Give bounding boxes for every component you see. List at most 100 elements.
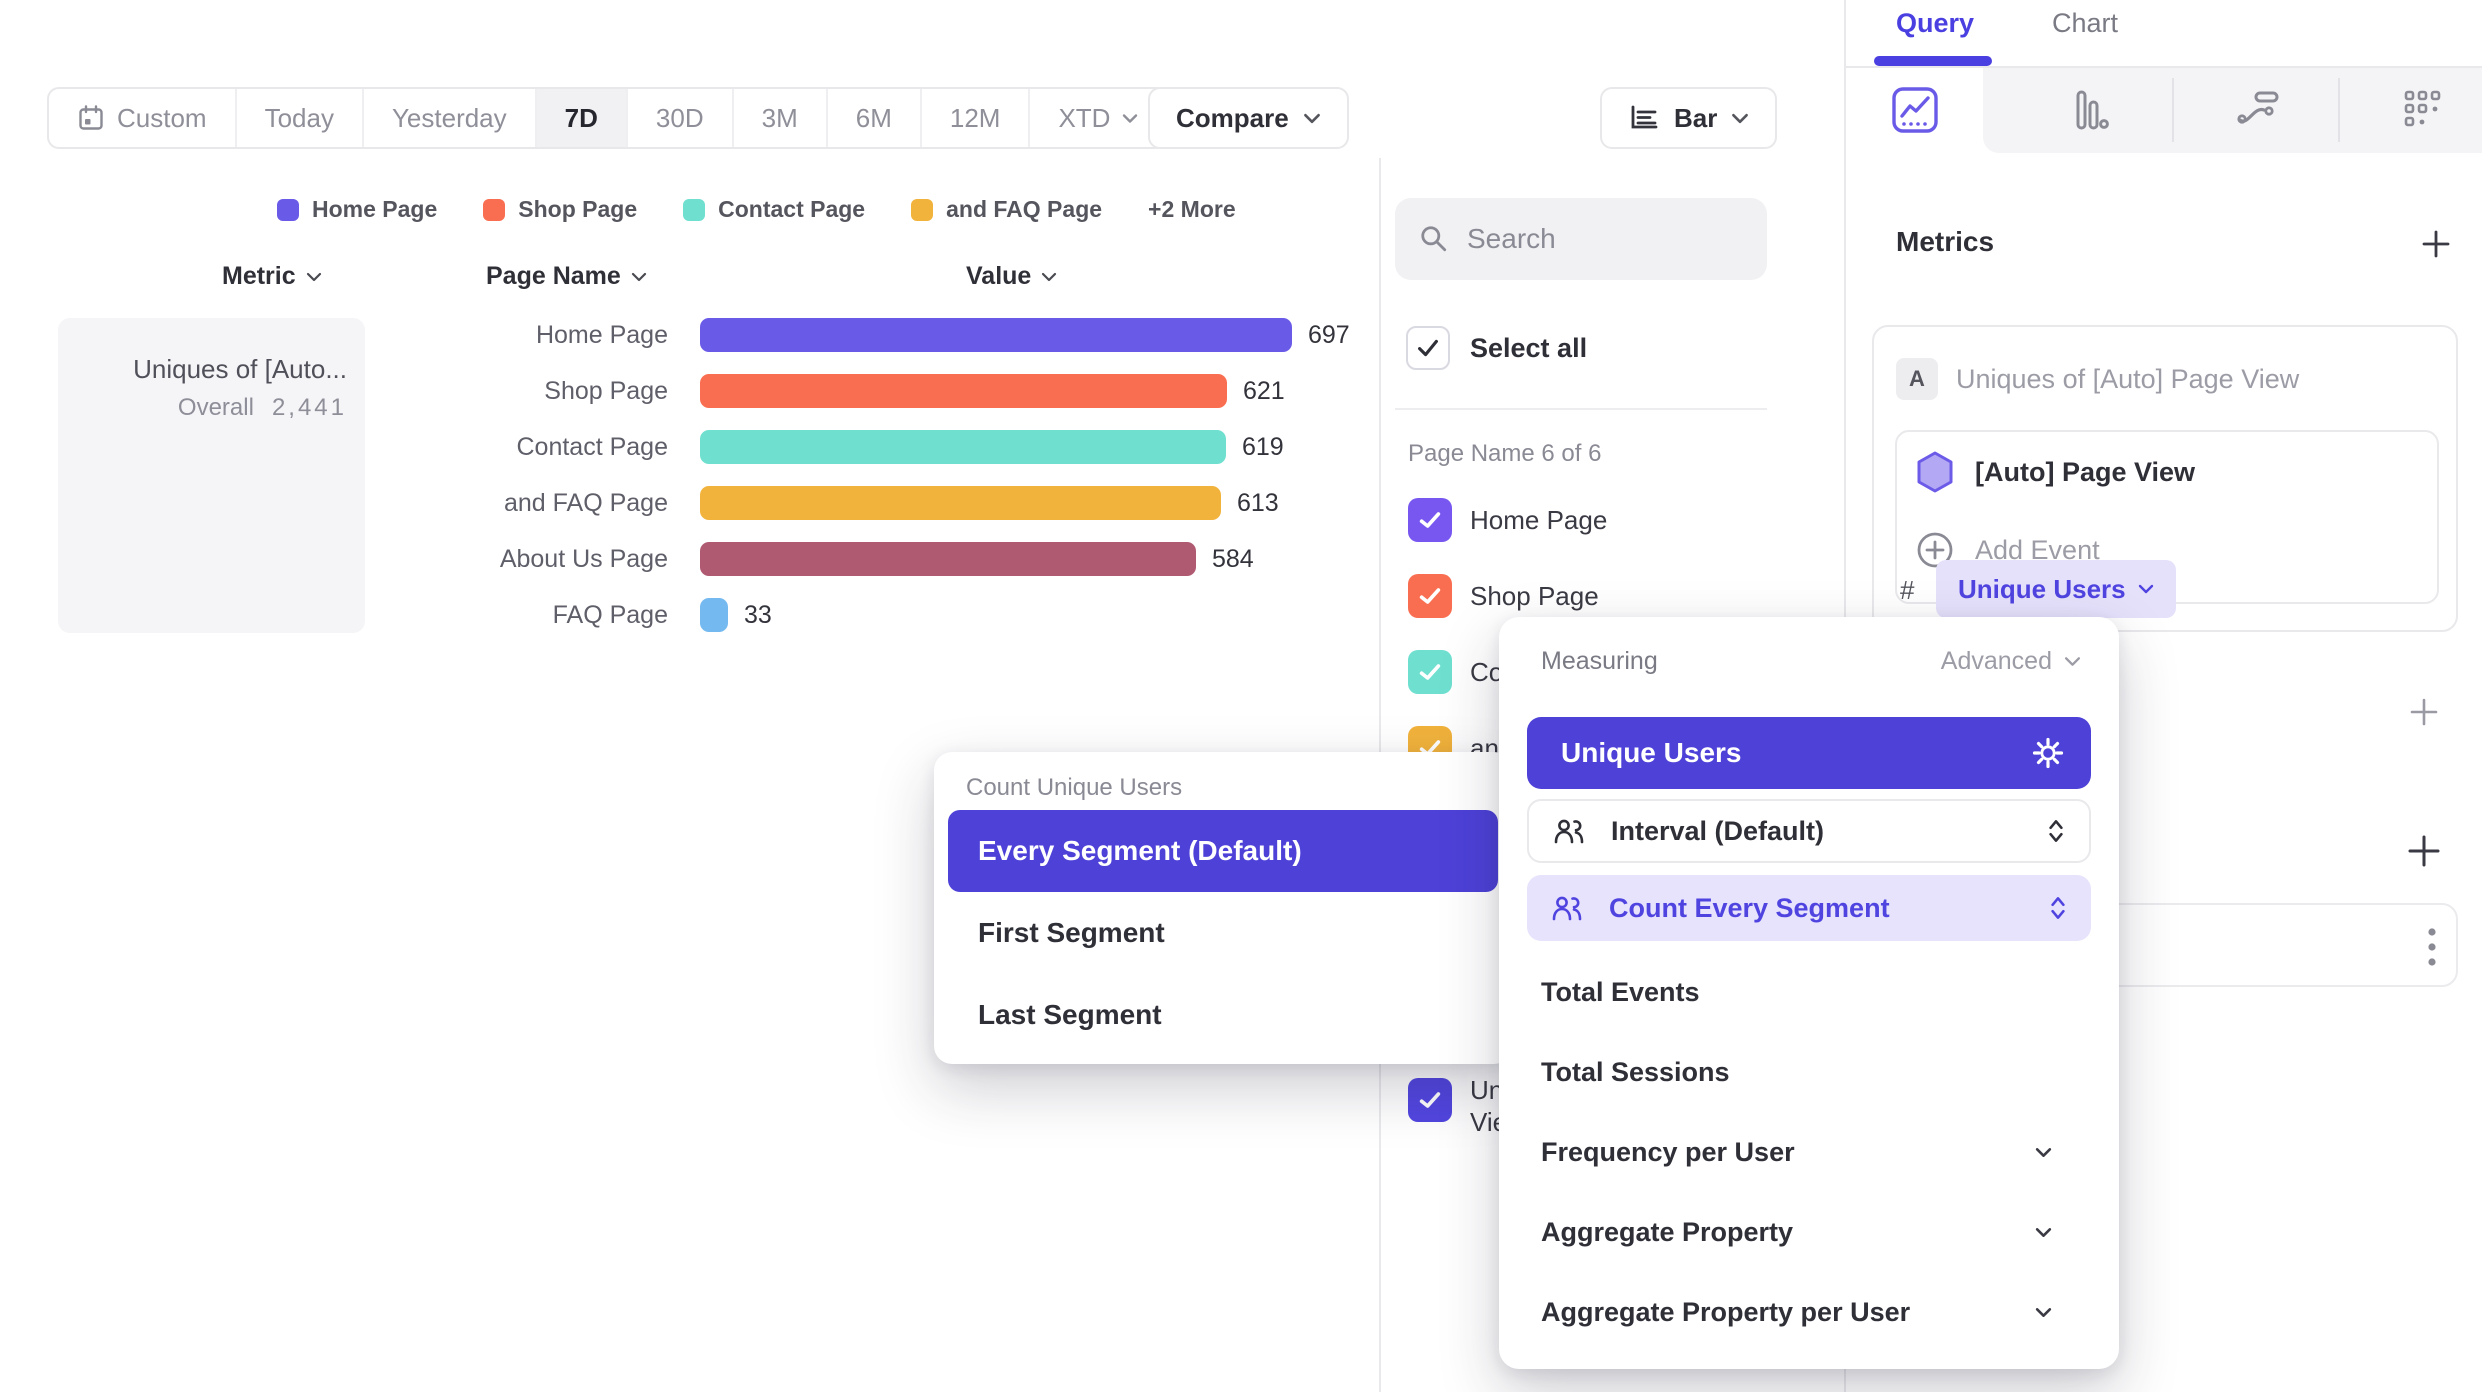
tabstrip-divider (2172, 78, 2174, 142)
range-button-12m[interactable]: 12M (922, 89, 1031, 147)
legend-item[interactable]: and FAQ Page (911, 196, 1102, 223)
search-input[interactable]: Search (1395, 198, 1767, 280)
range-button-custom[interactable]: Custom (49, 89, 237, 147)
tabs-bottom-border (1846, 66, 2482, 68)
segment-option-selected[interactable]: Every Segment (Default) (948, 810, 1498, 892)
metric-badge: A (1896, 358, 1938, 400)
range-label: 30D (655, 102, 704, 133)
chevron-down-icon (2035, 1228, 2052, 1237)
page-name-column-header[interactable]: Page Name (486, 262, 647, 291)
chart-row-label: FAQ Page (552, 601, 668, 629)
metric-summary-cell[interactable]: Uniques of [Auto... Overall 2,441 (58, 318, 365, 633)
select-all-checkbox[interactable] (1406, 326, 1450, 370)
measuring-option[interactable]: Aggregate Property (1541, 1204, 2052, 1260)
value-column-header[interactable]: Value (966, 262, 1057, 291)
bar-chart: Home Page 697 Shop Page 621 Contact Page 619 a… (0, 307, 1380, 647)
measuring-option[interactable]: Total Events (1541, 977, 1700, 1007)
chart-type-button[interactable]: Bar (1600, 87, 1778, 149)
chart-bar-value: 697 (1308, 321, 1350, 349)
measuring-stepper-row[interactable]: Count Every Segment (1527, 875, 2091, 941)
insights-chart-tab[interactable] (1891, 86, 1939, 134)
retention-grid-tab[interactable] (2402, 88, 2444, 132)
chart-bar[interactable] (700, 486, 1221, 520)
measuring-option[interactable]: Frequency per User (1541, 1124, 2052, 1180)
legend-swatch (683, 198, 706, 221)
check-icon (1418, 339, 1438, 357)
chart-bar-value: 33 (744, 601, 772, 629)
filter-checkbox[interactable] (1408, 650, 1452, 694)
chart-bar[interactable] (700, 374, 1227, 408)
legend-more[interactable]: +2 More (1148, 196, 1236, 222)
chart-bar[interactable] (700, 318, 1292, 352)
page-name-header-label: Page Name (486, 262, 621, 290)
advanced-toggle[interactable]: Advanced (1941, 647, 2081, 676)
chart-type-tabstrip (1983, 68, 2482, 153)
check-icon (1419, 588, 1441, 604)
add-metric-icon[interactable] (2420, 228, 2452, 260)
range-button-30d[interactable]: 30D (628, 89, 734, 147)
kebab-menu-icon[interactable] (2426, 926, 2438, 968)
gear-icon[interactable] (2031, 736, 2065, 770)
measuring-option-selected[interactable]: Unique Users (1527, 717, 2091, 789)
stepper-icon (2049, 820, 2063, 842)
legend-item[interactable]: Contact Page (683, 196, 865, 223)
filter-checkbox[interactable] (1408, 498, 1452, 542)
legend-label: Home Page (312, 196, 438, 222)
chart-legend: Home Page Shop Page Contact Page and FAQ Pa… (277, 196, 1236, 223)
measuring-option[interactable]: Aggregate Property per User (1541, 1284, 2052, 1340)
add-filter-icon[interactable] (2408, 696, 2440, 728)
range-button-7d[interactable]: 7D (536, 89, 628, 147)
overall-label: Overall (177, 394, 254, 421)
chart-bar[interactable] (700, 542, 1196, 576)
compare-button[interactable]: Compare (1148, 87, 1349, 149)
chevron-down-icon (1303, 113, 1320, 123)
filter-checkbox[interactable] (1408, 574, 1452, 618)
range-button-xtd[interactable]: XTD (1030, 89, 1166, 147)
filter-item-label[interactable]: Shop Page (1470, 581, 1599, 611)
measuring-option[interactable]: Total Sessions (1541, 1057, 1730, 1087)
filter-item-label[interactable]: Home Page (1470, 505, 1608, 535)
chart-bar[interactable] (700, 598, 728, 632)
tab-query[interactable]: Query (1896, 8, 1975, 38)
legend-swatch (277, 198, 299, 221)
legend-item[interactable]: Home Page (277, 196, 437, 223)
measure-pill-label: Unique Users (1958, 573, 2126, 604)
chart-row: Home Page 697 (0, 307, 1380, 363)
metric-column-header[interactable]: Metric (222, 262, 322, 291)
filter-divider (1395, 408, 1767, 410)
tab-chart[interactable]: Chart (2052, 8, 2119, 38)
legend-label: Contact Page (718, 196, 866, 222)
event-label[interactable]: [Auto] Page View (1975, 457, 2196, 487)
measure-pill[interactable]: Unique Users (1936, 560, 2176, 618)
legend-item[interactable]: Shop Page (483, 196, 637, 223)
line-chart-icon (1892, 87, 1938, 133)
tabstrip-divider (2338, 78, 2340, 142)
legend-swatch (483, 198, 506, 221)
breakdown-row-card[interactable] (2096, 903, 2458, 987)
chart-bar[interactable] (700, 430, 1226, 464)
range-button-yesterday[interactable]: Yesterday (364, 89, 537, 147)
bar-chart-tab[interactable] (2070, 88, 2112, 132)
chart-row: Shop Page 621 (0, 363, 1380, 419)
chevron-down-icon (1042, 272, 1057, 281)
select-all-label[interactable]: Select all (1470, 333, 1588, 363)
count-unique-users-menu: Count Unique Users Every Segment (Defaul… (934, 752, 1512, 1064)
range-label: Today (264, 102, 334, 133)
segment-option[interactable]: Last Segment (978, 999, 1162, 1030)
segment-option[interactable]: First Segment (978, 917, 1165, 948)
range-button-6m[interactable]: 6M (828, 89, 922, 147)
metric-summary-title: Uniques of [Auto... (133, 354, 347, 384)
add-event-icon[interactable] (1915, 528, 1955, 572)
check-icon (1419, 512, 1441, 528)
add-breakdown-icon[interactable] (2406, 833, 2442, 869)
measuring-row-label: Count Every Segment (1609, 892, 1890, 923)
legend-label: and FAQ Page (946, 196, 1103, 222)
chevron-down-wrap (2035, 1307, 2052, 1318)
filter-checkbox[interactable] (1408, 1078, 1452, 1122)
flow-chart-tab[interactable] (2236, 90, 2280, 130)
measuring-stepper-row[interactable]: Interval (Default) (1527, 799, 2091, 863)
chevron-down-icon (2035, 1148, 2052, 1157)
range-button-3m[interactable]: 3M (734, 89, 828, 147)
overall-value: 2,441 (271, 394, 347, 421)
range-button-today[interactable]: Today (237, 89, 364, 147)
